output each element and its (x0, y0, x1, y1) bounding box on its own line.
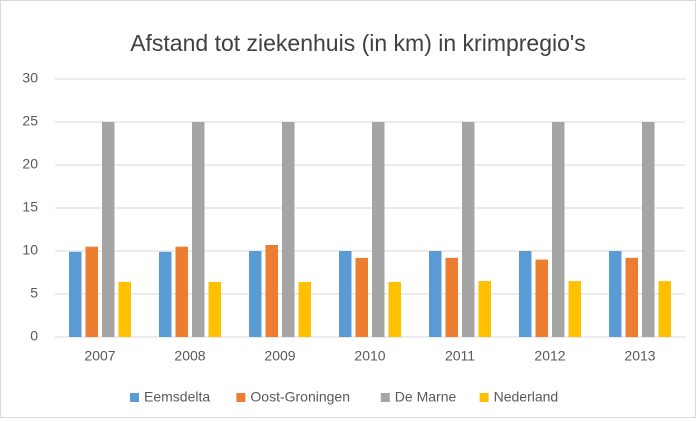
x-tick-label: 2010 (354, 348, 385, 364)
y-tick-label: 30 (22, 70, 38, 86)
bar (249, 251, 262, 337)
bar (625, 257, 638, 337)
legend-swatch (380, 393, 390, 402)
bar (159, 251, 172, 337)
legend-swatch (479, 393, 489, 402)
bar (298, 281, 311, 337)
bar (609, 251, 622, 337)
y-tick-label: 15 (22, 199, 38, 215)
bar (85, 246, 98, 337)
legend-swatch (236, 393, 246, 402)
legend-label: Eemsdelta (144, 389, 210, 405)
bar (355, 257, 368, 337)
chart-title: Afstand tot ziekenhuis (in km) in krimpr… (130, 30, 586, 56)
bar (658, 281, 671, 337)
legend-label: De Marne (395, 389, 457, 405)
bar (568, 281, 581, 337)
bar (429, 251, 442, 337)
x-tick-label: 2007 (84, 348, 115, 364)
bar (175, 246, 188, 337)
x-tick-label: 2013 (624, 348, 655, 364)
bar (478, 281, 491, 337)
x-tick-label: 2011 (445, 348, 475, 364)
bar (118, 281, 131, 337)
bar (192, 122, 205, 337)
y-tick-label: 0 (30, 328, 38, 344)
bar (372, 122, 385, 337)
x-tick-label: 2012 (534, 348, 565, 364)
bar (462, 122, 475, 337)
bar (388, 281, 401, 337)
bar (282, 122, 295, 337)
y-tick-label: 5 (30, 285, 38, 301)
bar (265, 244, 278, 337)
bar (339, 251, 352, 337)
legend-label: Oost-Groningen (250, 389, 350, 405)
bar (519, 251, 532, 337)
bar (445, 257, 458, 337)
bar (102, 122, 115, 337)
legend-label: Nederland (494, 389, 559, 405)
legend-swatch (130, 393, 139, 402)
y-tick-label: 10 (22, 242, 38, 258)
bar (69, 251, 82, 337)
y-tick-label: 25 (22, 113, 38, 129)
bar (208, 281, 221, 337)
x-tick-label: 2009 (264, 348, 295, 364)
x-tick-label: 2008 (174, 348, 205, 364)
bar (535, 259, 548, 337)
bar (552, 122, 565, 337)
y-tick-label: 20 (22, 156, 38, 172)
bar (642, 122, 655, 337)
